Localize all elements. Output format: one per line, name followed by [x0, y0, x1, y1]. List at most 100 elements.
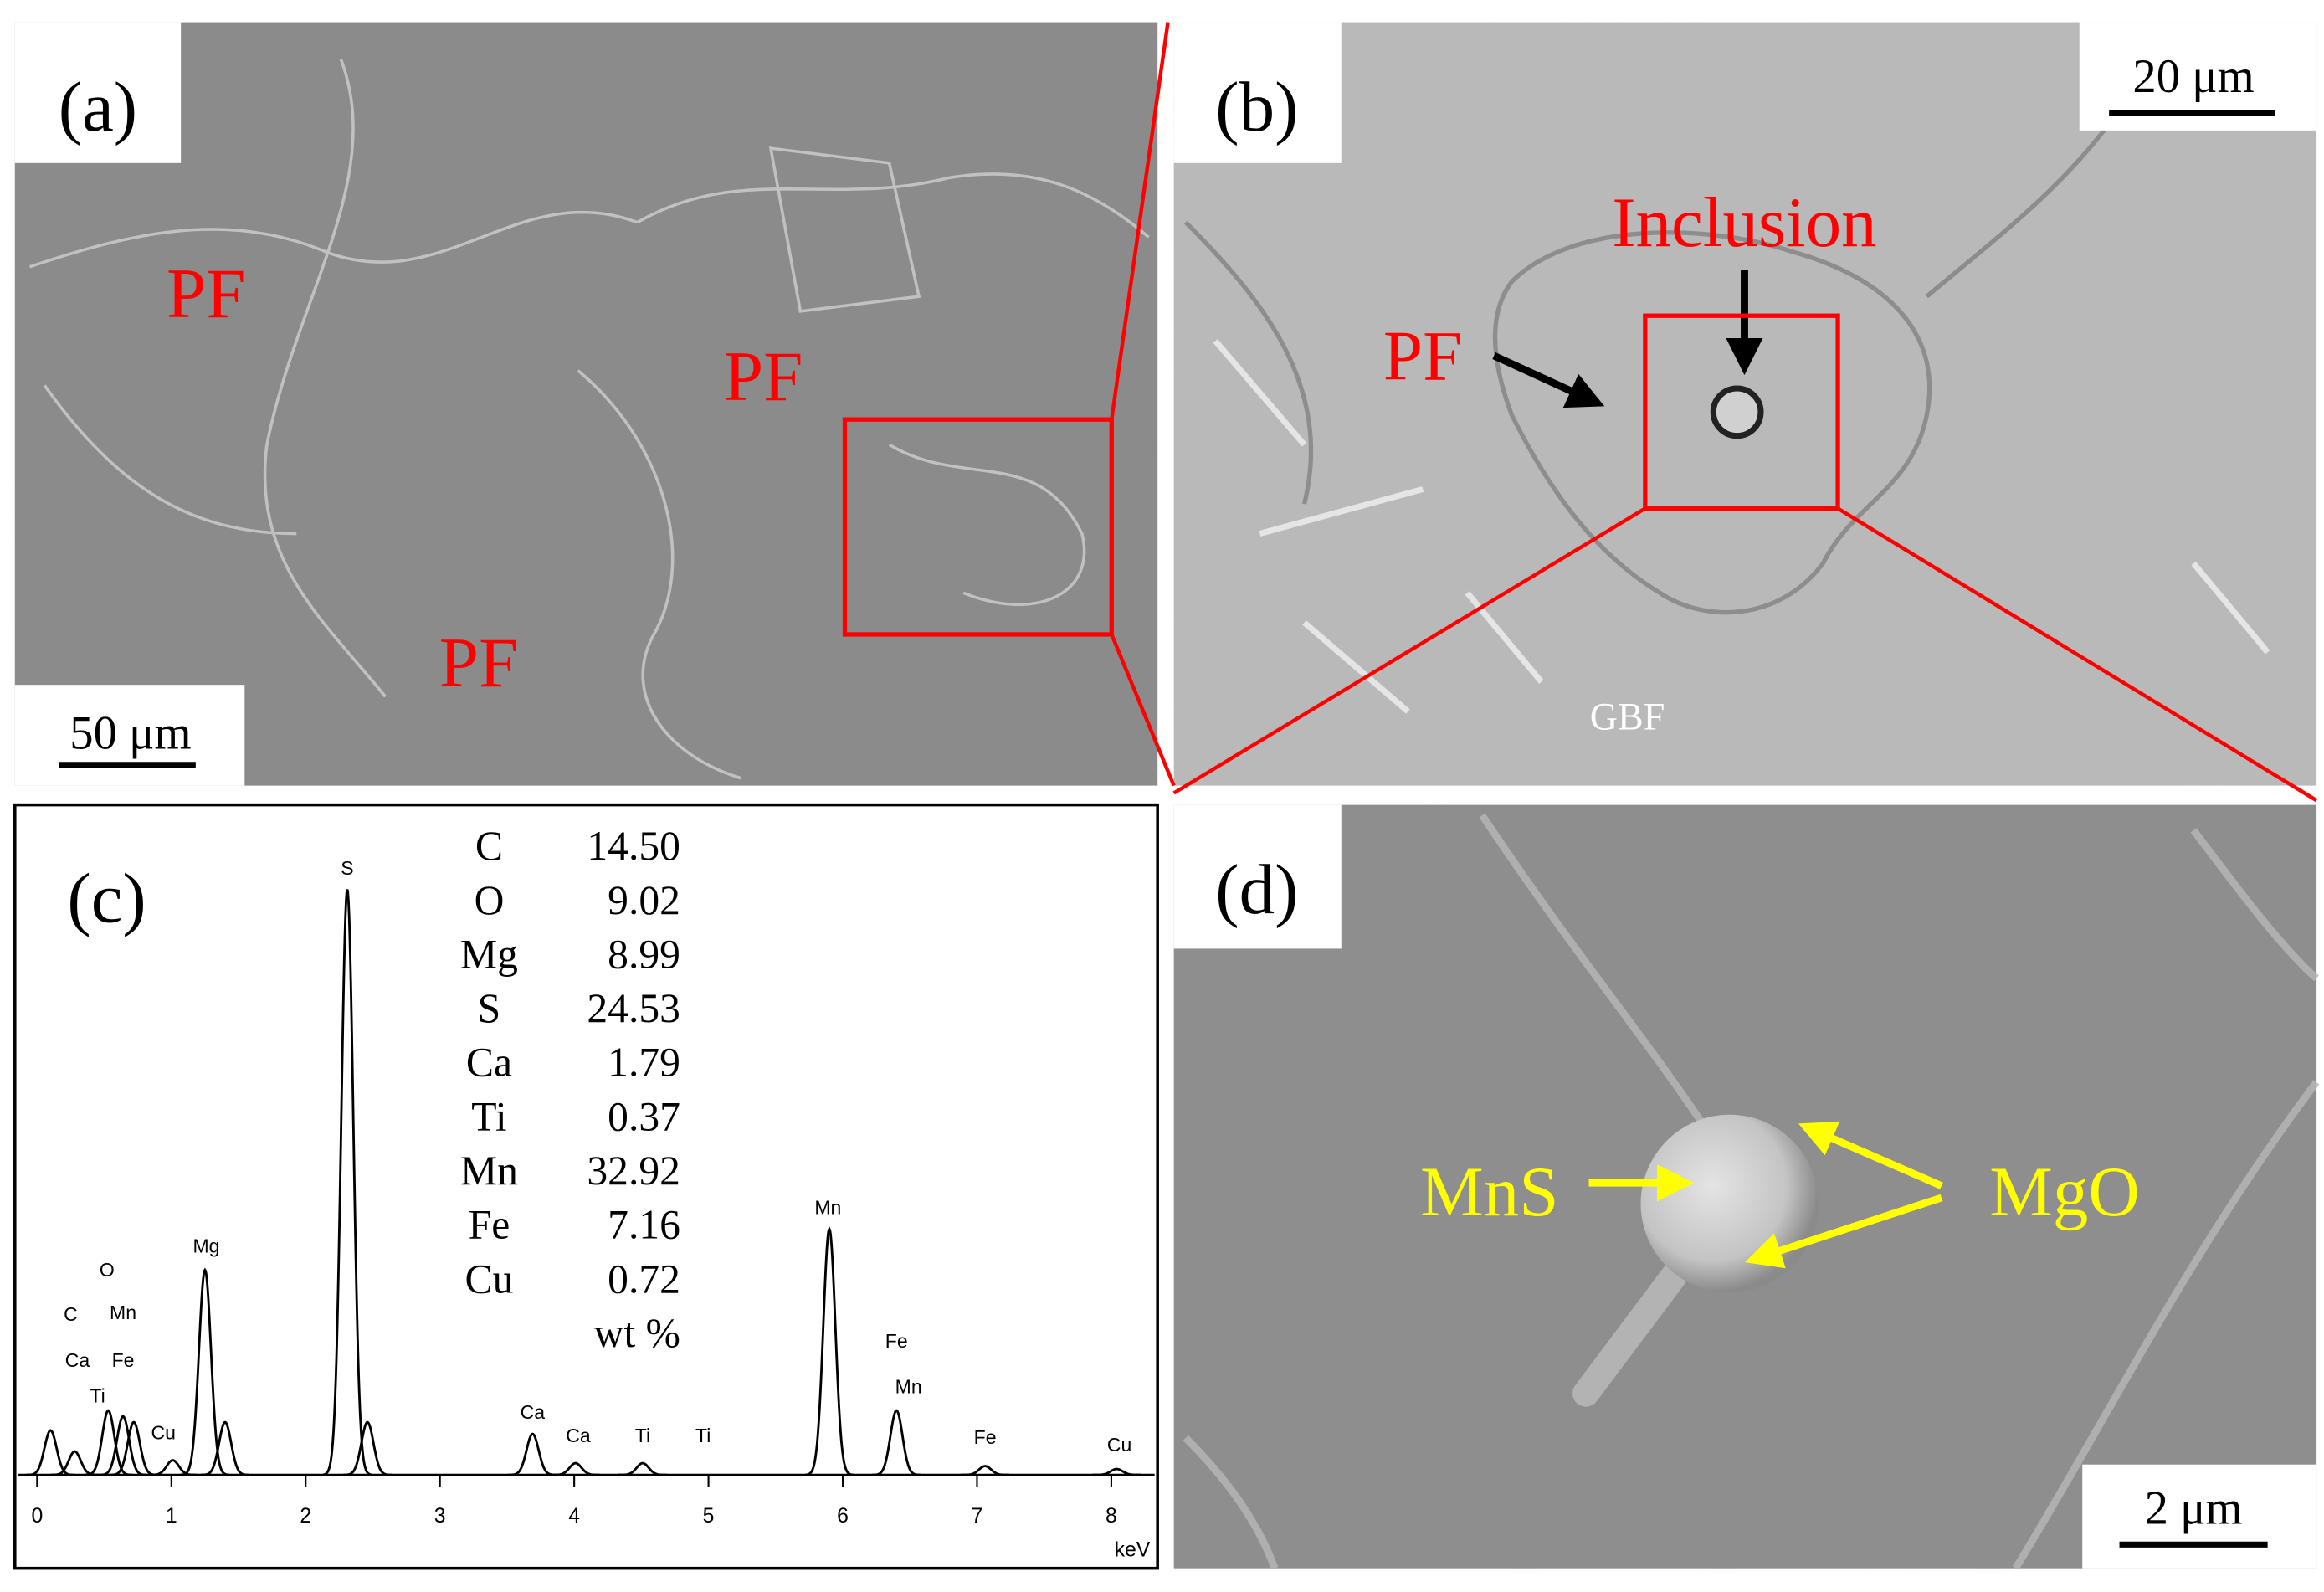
peak — [26, 1429, 75, 1476]
element-name: C — [475, 823, 503, 869]
element-name: Fe — [469, 1202, 510, 1248]
annotation: GBF — [1590, 695, 1665, 737]
peak-label: Ti — [695, 1425, 711, 1446]
peak-label: Ca — [566, 1425, 591, 1446]
element-name: Cu — [465, 1256, 514, 1302]
peak-label: Ti — [635, 1425, 650, 1446]
peak-label: Fe — [974, 1426, 997, 1448]
scale-bar-box — [14, 685, 245, 786]
annotation: PF — [1383, 316, 1463, 395]
peak-label: Ca — [65, 1349, 90, 1371]
peak — [84, 1409, 133, 1476]
peak-label: Cu — [151, 1422, 175, 1444]
peak-label: O — [100, 1259, 115, 1281]
annotation: MgO — [1989, 1153, 2139, 1231]
peak — [201, 1420, 249, 1476]
element-wt: 9.02 — [608, 877, 680, 923]
element-wt: 24.53 — [587, 985, 680, 1031]
panel-label: (b) — [1215, 68, 1298, 146]
panel-label: (c) — [67, 860, 146, 938]
panel-a: (a) PF PF PF 50 μm — [14, 22, 1158, 786]
peak-label: Mn — [110, 1302, 136, 1323]
scale-bar-box — [2082, 1464, 2317, 1569]
peak — [1092, 1467, 1141, 1476]
peak-label: Mg — [193, 1235, 220, 1256]
x-tick-label: 8 — [1106, 1505, 1117, 1528]
micrograph — [14, 22, 1158, 786]
panel-d: (d) 2 μm MnS MgO — [1173, 804, 2320, 1570]
peak — [872, 1409, 921, 1476]
inclusion — [1640, 1114, 1819, 1293]
element-name: Mn — [460, 1148, 518, 1194]
peak — [551, 1461, 600, 1476]
label-box — [1173, 804, 1342, 949]
element-wt: 32.92 — [587, 1148, 680, 1194]
panel-label: (a) — [59, 68, 137, 146]
annotation: MnS — [1420, 1153, 1558, 1231]
x-tick-label: 3 — [434, 1505, 446, 1528]
label-box — [14, 22, 182, 163]
element-wt: 8.99 — [608, 931, 680, 977]
peak — [180, 1267, 229, 1476]
zoom-box — [1643, 313, 1840, 511]
x-axis-label: keV — [1115, 1538, 1151, 1561]
spectrum-frame — [13, 803, 1159, 1570]
scale-bar-label: 2 μm — [2145, 1483, 2243, 1535]
annotation: Inclusion — [1612, 183, 1876, 262]
peak — [109, 1420, 158, 1476]
precipitates — [1213, 339, 2270, 714]
arrow — [1798, 1121, 1943, 1189]
peak — [508, 1432, 557, 1476]
x-tick-label: 6 — [837, 1505, 849, 1528]
peak — [322, 889, 372, 1476]
unit: wt % — [594, 1310, 680, 1356]
arrow — [1744, 1194, 1943, 1269]
peak — [99, 1415, 147, 1476]
peak-label: Mn — [814, 1196, 841, 1218]
peak — [148, 1459, 198, 1476]
peak-label: Fe — [885, 1330, 908, 1352]
peak-label: Cu — [1107, 1434, 1131, 1456]
inclusion — [1710, 385, 1764, 439]
zoom-box — [842, 417, 1114, 637]
arrow — [1492, 352, 1605, 408]
peak — [618, 1461, 667, 1476]
x-tick-label: 0 — [31, 1505, 43, 1528]
element-name: S — [478, 985, 501, 1031]
x-tick-label: 5 — [703, 1505, 715, 1528]
element-wt: 0.37 — [608, 1093, 680, 1139]
element-name: Ca — [466, 1040, 512, 1086]
element-wt: 7.16 — [608, 1202, 680, 1248]
label-box — [1173, 22, 1342, 163]
element-name: O — [475, 877, 505, 923]
grain-boundaries — [28, 59, 1150, 780]
peak-label: Fe — [112, 1349, 135, 1371]
x-tick-label: 1 — [166, 1505, 177, 1528]
zoom-connectors — [1110, 22, 2318, 803]
element-wt: 1.79 — [608, 1040, 680, 1086]
peak-label: C — [64, 1303, 78, 1325]
peak-label: Ca — [521, 1401, 546, 1423]
scale-bar-label: 50 μm — [69, 707, 191, 759]
scale-bar-label: 20 μm — [2132, 51, 2254, 103]
element-name: Mg — [460, 931, 518, 977]
x-tick-label: 4 — [568, 1505, 580, 1528]
precipitate — [1572, 1261, 1689, 1407]
x-tick-label: 2 — [300, 1505, 311, 1528]
x-tick-label: 7 — [972, 1505, 983, 1528]
element-name: Ti — [471, 1093, 506, 1139]
peak-label: Mn — [895, 1376, 922, 1398]
annotation: PF — [167, 254, 246, 333]
peak-label: S — [341, 857, 353, 879]
peak — [805, 1226, 854, 1476]
element-wt: 14.50 — [587, 823, 680, 869]
panel-label: (d) — [1215, 850, 1298, 929]
peak — [343, 1420, 392, 1476]
peak-label: Ti — [90, 1384, 105, 1406]
element-wt: 0.72 — [608, 1256, 680, 1302]
annotation: PF — [724, 337, 803, 416]
peak — [961, 1465, 1009, 1476]
